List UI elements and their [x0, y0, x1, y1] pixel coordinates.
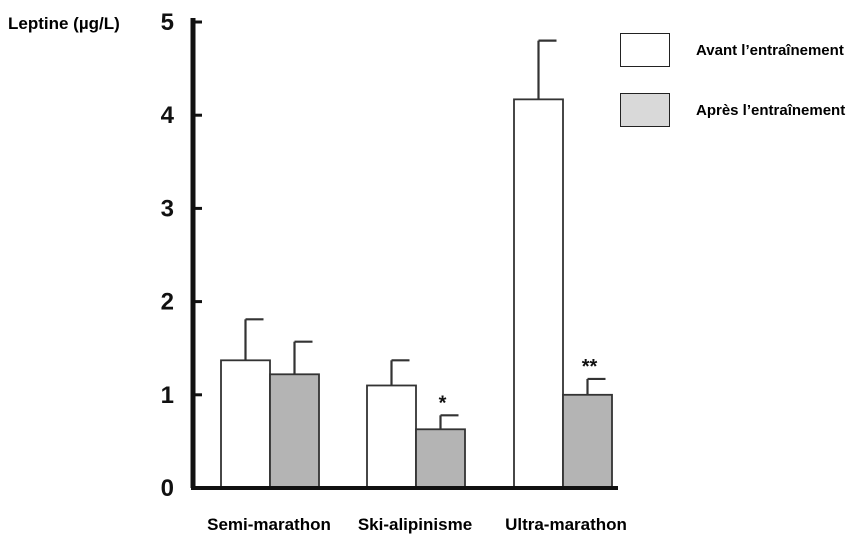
chart-axes	[190, 18, 618, 490]
x-tick-labels: Semi-marathon Ski-alipinisme Ultra-maratho…	[207, 515, 627, 534]
x-tick-label: Ultra-marathon	[505, 515, 627, 534]
bar	[562, 393, 613, 489]
legend-item-before: Avant l’entraînement	[620, 32, 844, 68]
significance-label: *	[439, 392, 447, 414]
y-tick-label: 3	[161, 195, 174, 222]
y-ticks: 0 1 2 3 4 5	[161, 9, 202, 502]
legend-label-before: Avant l’entraînement	[696, 41, 844, 59]
chart-marks: ***	[220, 39, 613, 489]
y-tick-label: 5	[161, 9, 174, 36]
bar	[220, 359, 271, 489]
y-tick-label: 1	[161, 382, 174, 409]
bar	[269, 373, 320, 489]
y-tick-label: 4	[161, 102, 175, 129]
legend-swatch-after	[620, 93, 670, 127]
legend-label-after: Après l’entraînement	[696, 101, 846, 119]
significance-label: **	[582, 356, 598, 378]
y-axis-label: Leptine (µg/L)	[8, 14, 120, 33]
x-tick-label: Semi-marathon	[207, 515, 331, 534]
y-tick-label: 0	[161, 475, 174, 502]
x-tick-label: Ski-alipinisme	[358, 515, 472, 534]
y-tick-label: 2	[161, 289, 174, 316]
bar	[415, 428, 466, 489]
bar	[513, 98, 564, 489]
legend-item-after: Après l’entraînement	[620, 92, 845, 128]
bar	[366, 384, 417, 489]
legend-swatch-before	[620, 33, 670, 67]
